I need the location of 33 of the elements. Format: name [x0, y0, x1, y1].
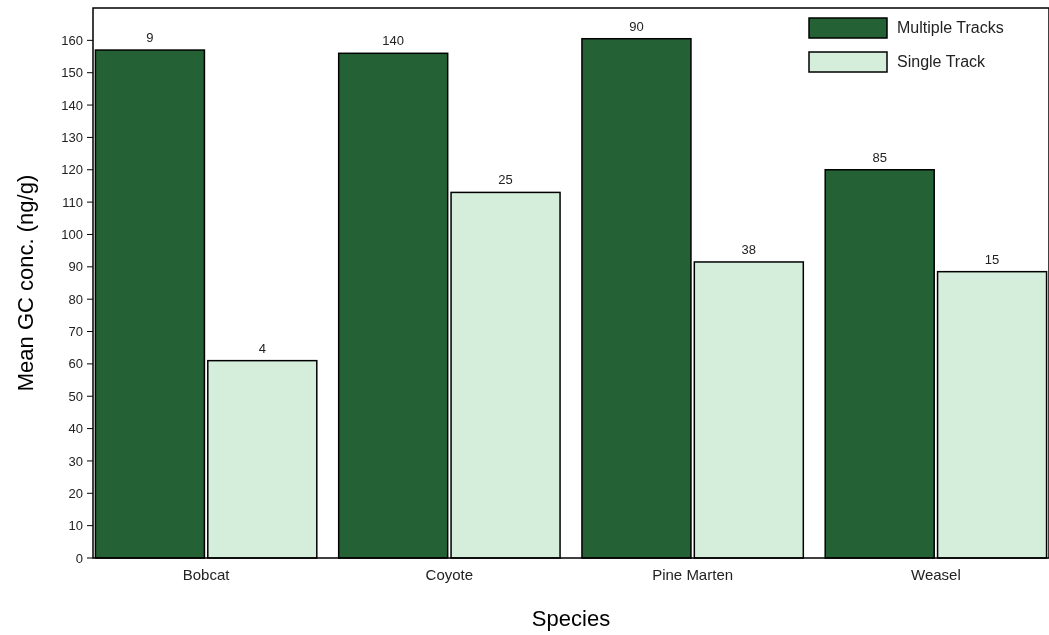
x-tick-label: Pine Marten — [652, 566, 734, 583]
y-tick-label: 140 — [61, 97, 83, 113]
annotation: 90 — [629, 18, 644, 34]
annotation: 9 — [146, 30, 154, 46]
x-axis-title: Species — [531, 606, 611, 631]
y-tick-label: 0 — [75, 550, 83, 566]
annotation: 15 — [984, 251, 1000, 267]
x-tick-label: Coyote — [425, 566, 474, 583]
x-tick-label: Weasel — [911, 566, 961, 583]
y-tick-label: 40 — [68, 421, 83, 437]
y-tick-label: 120 — [61, 162, 83, 178]
y-tick-label: 160 — [61, 32, 83, 48]
y-tick-label: 30 — [68, 453, 83, 469]
x-tick-label: Bobcat — [182, 566, 231, 583]
y-tick-label: 70 — [68, 324, 83, 340]
y-tick-label: 130 — [61, 129, 83, 145]
y-axis-title: Mean GC conc. (ng/g) — [13, 174, 38, 392]
y-tick-label: 20 — [68, 485, 83, 501]
y-tick-label: 150 — [61, 65, 83, 81]
y-tick-label: 10 — [68, 518, 83, 534]
y-tick-label: 80 — [68, 291, 83, 307]
y-tick-label: 90 — [68, 259, 83, 275]
y-tick-label: 100 — [61, 227, 83, 243]
legend-label: Single Track — [897, 53, 987, 70]
annotation: 25 — [498, 172, 513, 188]
annotation: 85 — [872, 149, 887, 165]
annotation: 4 — [258, 340, 266, 356]
y-tick-label: 110 — [62, 194, 83, 210]
annotation: 38 — [741, 241, 757, 257]
annotation: 140 — [382, 33, 405, 49]
y-tick-label: 60 — [68, 356, 83, 372]
legend-label: Multiple Tracks — [897, 19, 1004, 36]
y-tick-label: 50 — [68, 388, 83, 404]
